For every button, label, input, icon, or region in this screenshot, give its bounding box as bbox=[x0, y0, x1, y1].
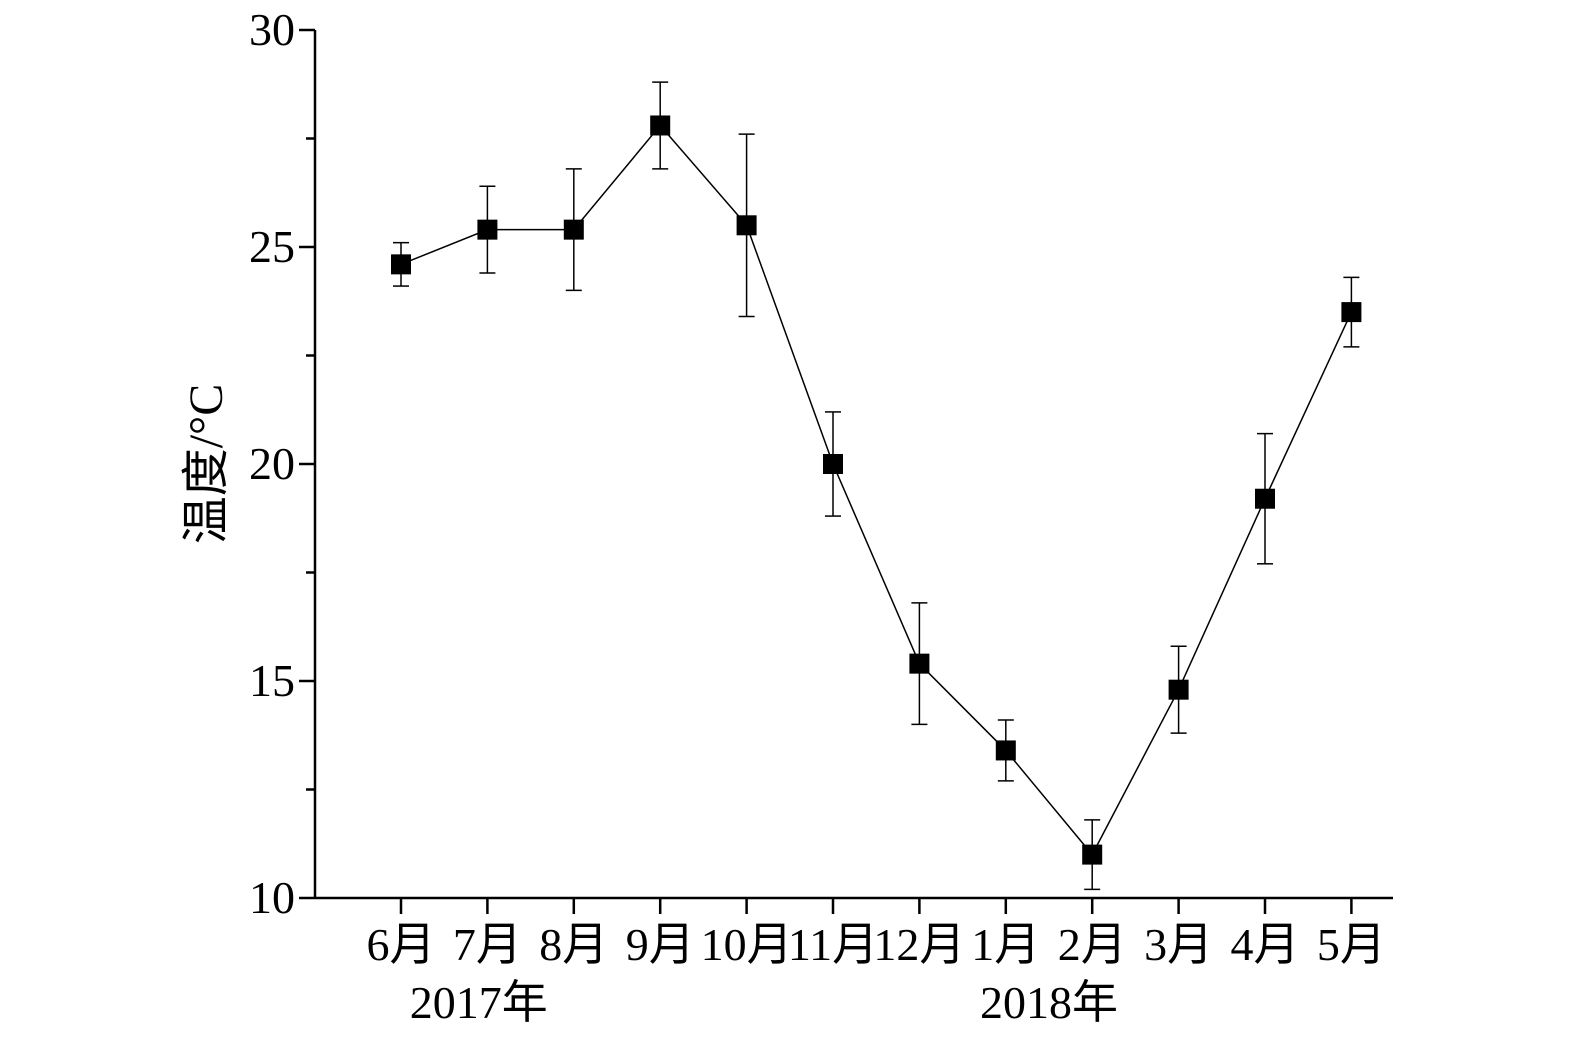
data-point-marker bbox=[650, 115, 671, 136]
x-tick-label: 9月 bbox=[626, 919, 695, 970]
year-label: 2018年 bbox=[980, 977, 1118, 1028]
x-tick-label: 5月 bbox=[1317, 919, 1386, 970]
x-tick-label: 3月 bbox=[1144, 919, 1213, 970]
data-point-marker bbox=[1082, 844, 1103, 865]
data-point-marker bbox=[391, 254, 411, 275]
data-point-marker bbox=[477, 219, 498, 240]
data-point-marker bbox=[563, 219, 584, 240]
y-tick-label: 25 bbox=[249, 221, 295, 272]
x-tick-label: 4月 bbox=[1231, 919, 1300, 970]
series-line bbox=[400, 124, 1353, 856]
series-layer bbox=[391, 81, 1362, 891]
y-tick-label: 20 bbox=[249, 438, 295, 489]
data-point-marker bbox=[1341, 302, 1362, 323]
x-tick-label: 6月 bbox=[367, 919, 436, 970]
y-axis-title: 温度/°C bbox=[180, 384, 233, 545]
y-ticks: 10 15 20 25 30 bbox=[249, 4, 315, 923]
x-tick-label: 7月 bbox=[453, 919, 522, 970]
y-tick-label: 30 bbox=[249, 4, 295, 55]
data-point-marker bbox=[736, 215, 757, 236]
x-tick-label: 1月 bbox=[971, 919, 1040, 970]
x-tick-label: 12月 bbox=[873, 919, 965, 970]
axes bbox=[313, 30, 1393, 900]
data-point-marker bbox=[995, 740, 1016, 761]
data-point-marker bbox=[1255, 488, 1275, 509]
year-label: 2017年 bbox=[410, 977, 548, 1028]
x-tick-label: 10月 bbox=[701, 919, 793, 970]
x-tick-label: 11月 bbox=[788, 919, 878, 970]
data-point-marker bbox=[1168, 679, 1189, 700]
year-labels: 2017年 2018年 bbox=[410, 977, 1118, 1028]
y-tick-label: 10 bbox=[249, 872, 295, 923]
x-tick-label: 8月 bbox=[539, 919, 608, 970]
data-point-marker bbox=[823, 454, 843, 474]
y-tick-label: 15 bbox=[249, 655, 295, 706]
x-tick-label: 2月 bbox=[1058, 919, 1127, 970]
data-point-marker bbox=[909, 653, 930, 674]
